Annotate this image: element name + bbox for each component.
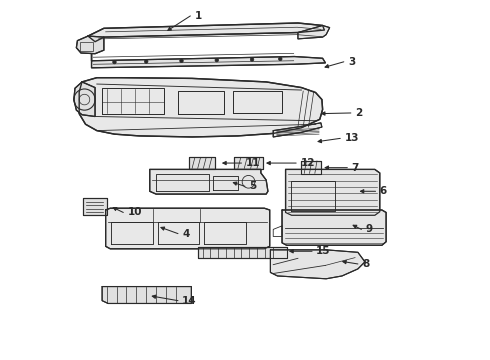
Polygon shape	[270, 250, 365, 279]
Polygon shape	[198, 247, 287, 258]
Polygon shape	[106, 208, 270, 249]
Text: 9: 9	[366, 224, 373, 234]
Circle shape	[278, 57, 282, 61]
Polygon shape	[286, 170, 380, 215]
Text: 11: 11	[245, 158, 260, 168]
Text: 12: 12	[300, 158, 315, 168]
Circle shape	[215, 58, 219, 62]
Polygon shape	[76, 36, 104, 54]
Polygon shape	[189, 157, 215, 169]
Text: 15: 15	[316, 246, 331, 256]
Polygon shape	[273, 123, 322, 137]
Polygon shape	[79, 78, 322, 137]
Text: 6: 6	[380, 186, 387, 196]
Polygon shape	[92, 54, 325, 68]
Circle shape	[180, 59, 183, 63]
Polygon shape	[282, 210, 386, 245]
Polygon shape	[234, 157, 263, 169]
Text: 3: 3	[348, 57, 355, 67]
Text: 2: 2	[355, 108, 362, 118]
Circle shape	[250, 58, 254, 61]
Text: 13: 13	[344, 133, 359, 143]
Text: 14: 14	[182, 296, 197, 306]
Bar	[80, 42, 93, 51]
Text: 7: 7	[351, 163, 359, 173]
Polygon shape	[102, 287, 192, 303]
Polygon shape	[150, 170, 268, 194]
Polygon shape	[83, 198, 107, 215]
Polygon shape	[88, 23, 324, 42]
Text: 1: 1	[195, 11, 202, 21]
Text: 8: 8	[362, 259, 369, 269]
Circle shape	[145, 60, 148, 63]
Polygon shape	[298, 26, 330, 39]
Circle shape	[113, 60, 116, 64]
Text: 10: 10	[127, 207, 142, 217]
Polygon shape	[74, 82, 95, 117]
Text: 4: 4	[182, 229, 190, 239]
Polygon shape	[301, 161, 321, 174]
Text: 5: 5	[249, 181, 256, 192]
